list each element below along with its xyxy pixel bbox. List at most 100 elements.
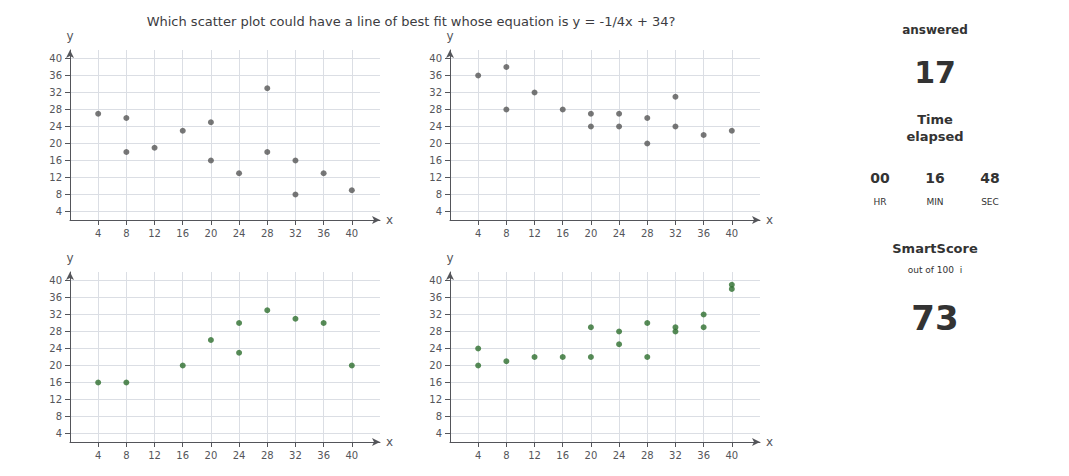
svg-text:32: 32 xyxy=(429,309,442,320)
svg-text:12: 12 xyxy=(528,228,541,239)
svg-text:x: x xyxy=(766,213,773,227)
svg-text:HR: HR xyxy=(873,197,886,207)
svg-text:32: 32 xyxy=(289,228,302,239)
svg-text:12: 12 xyxy=(49,172,62,183)
svg-text:out of 100 i: out of 100 i xyxy=(908,265,963,275)
svg-text:MIN: MIN xyxy=(926,197,943,207)
svg-text:17: 17 xyxy=(914,55,956,90)
svg-text:24: 24 xyxy=(613,228,626,239)
svg-text:12: 12 xyxy=(429,394,442,405)
svg-text:20: 20 xyxy=(585,228,598,239)
svg-text:4: 4 xyxy=(95,450,101,461)
svg-text:16: 16 xyxy=(429,155,442,166)
svg-text:x: x xyxy=(386,213,393,227)
svg-text:y: y xyxy=(66,29,73,43)
svg-text:4: 4 xyxy=(436,428,442,439)
svg-text:12: 12 xyxy=(429,172,442,183)
svg-text:12: 12 xyxy=(148,228,161,239)
svg-text:32: 32 xyxy=(49,309,62,320)
svg-text:16: 16 xyxy=(429,377,442,388)
svg-text:32: 32 xyxy=(669,450,682,461)
svg-text:16: 16 xyxy=(176,228,189,239)
svg-text:elapsed: elapsed xyxy=(906,129,963,144)
svg-text:4: 4 xyxy=(95,228,101,239)
svg-text:28: 28 xyxy=(261,450,274,461)
svg-text:16: 16 xyxy=(925,170,944,186)
svg-text:36: 36 xyxy=(49,70,62,81)
svg-text:8: 8 xyxy=(123,450,129,461)
svg-text:40: 40 xyxy=(49,275,62,286)
svg-text:40: 40 xyxy=(429,53,442,64)
svg-text:24: 24 xyxy=(233,450,246,461)
svg-text:y: y xyxy=(446,29,453,43)
svg-text:20: 20 xyxy=(205,228,218,239)
svg-text:Which scatter plot could have: Which scatter plot could have a line of … xyxy=(147,14,676,29)
svg-text:4: 4 xyxy=(436,206,442,217)
svg-text:24: 24 xyxy=(233,228,246,239)
svg-text:32: 32 xyxy=(429,87,442,98)
svg-text:48: 48 xyxy=(980,170,999,186)
svg-text:20: 20 xyxy=(49,138,62,149)
svg-text:36: 36 xyxy=(317,228,330,239)
svg-text:40: 40 xyxy=(345,450,358,461)
svg-text:x: x xyxy=(386,435,393,449)
svg-text:12: 12 xyxy=(528,450,541,461)
svg-text:8: 8 xyxy=(503,450,509,461)
svg-text:28: 28 xyxy=(641,228,654,239)
svg-text:28: 28 xyxy=(49,326,62,337)
svg-text:4: 4 xyxy=(56,206,62,217)
svg-text:40: 40 xyxy=(429,275,442,286)
svg-text:20: 20 xyxy=(429,360,442,371)
svg-text:00: 00 xyxy=(870,170,890,186)
svg-text:24: 24 xyxy=(613,450,626,461)
svg-text:36: 36 xyxy=(429,292,442,303)
svg-text:24: 24 xyxy=(429,343,442,354)
svg-text:16: 16 xyxy=(556,228,569,239)
svg-text:x: x xyxy=(766,435,773,449)
svg-text:28: 28 xyxy=(49,104,62,115)
svg-text:8: 8 xyxy=(436,189,442,200)
svg-text:8: 8 xyxy=(503,228,509,239)
svg-text:32: 32 xyxy=(49,87,62,98)
svg-text:40: 40 xyxy=(49,53,62,64)
svg-text:4: 4 xyxy=(56,428,62,439)
svg-text:36: 36 xyxy=(697,228,710,239)
svg-text:8: 8 xyxy=(436,411,442,422)
svg-text:28: 28 xyxy=(429,326,442,337)
svg-text:40: 40 xyxy=(345,228,358,239)
svg-text:28: 28 xyxy=(429,104,442,115)
svg-text:24: 24 xyxy=(49,343,62,354)
svg-text:16: 16 xyxy=(49,155,62,166)
svg-text:24: 24 xyxy=(49,121,62,132)
svg-text:16: 16 xyxy=(49,377,62,388)
svg-text:73: 73 xyxy=(911,298,958,338)
svg-text:20: 20 xyxy=(49,360,62,371)
svg-text:SmartScore: SmartScore xyxy=(892,241,978,256)
svg-text:SEC: SEC xyxy=(981,197,999,207)
svg-text:36: 36 xyxy=(697,450,710,461)
svg-text:28: 28 xyxy=(261,228,274,239)
svg-text:8: 8 xyxy=(123,228,129,239)
svg-text:answered: answered xyxy=(902,23,968,37)
svg-text:4: 4 xyxy=(475,450,481,461)
svg-text:12: 12 xyxy=(148,450,161,461)
svg-text:40: 40 xyxy=(725,228,738,239)
svg-text:32: 32 xyxy=(669,228,682,239)
svg-text:8: 8 xyxy=(56,411,62,422)
svg-text:16: 16 xyxy=(556,450,569,461)
svg-text:24: 24 xyxy=(429,121,442,132)
svg-text:36: 36 xyxy=(317,450,330,461)
svg-text:36: 36 xyxy=(429,70,442,81)
svg-text:8: 8 xyxy=(56,189,62,200)
svg-text:20: 20 xyxy=(429,138,442,149)
svg-text:4: 4 xyxy=(475,228,481,239)
svg-text:32: 32 xyxy=(289,450,302,461)
svg-text:16: 16 xyxy=(176,450,189,461)
svg-text:12: 12 xyxy=(49,394,62,405)
svg-text:28: 28 xyxy=(641,450,654,461)
svg-text:36: 36 xyxy=(49,292,62,303)
svg-text:Time: Time xyxy=(917,112,953,127)
svg-text:20: 20 xyxy=(585,450,598,461)
svg-text:y: y xyxy=(446,251,453,265)
svg-text:40: 40 xyxy=(725,450,738,461)
